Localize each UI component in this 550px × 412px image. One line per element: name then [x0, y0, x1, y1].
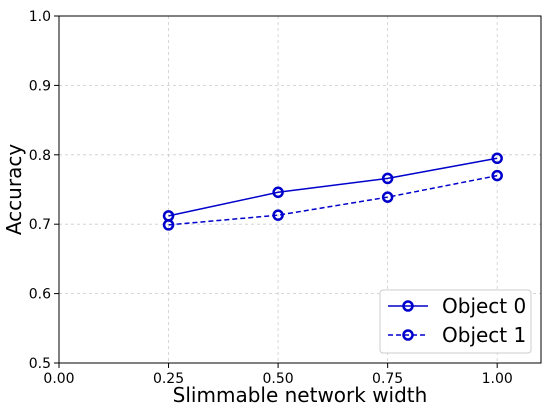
y-tick-label: 1.0	[29, 9, 51, 25]
x-tick-label: 0.50	[263, 371, 294, 387]
data-point	[381, 191, 394, 203]
x-tick-label: 0.00	[43, 371, 74, 387]
data-point	[491, 152, 503, 165]
data-point	[272, 209, 284, 221]
legend-marker	[402, 329, 414, 341]
y-tick-label: 0.6	[29, 287, 51, 303]
series-layer	[162, 152, 503, 231]
legend-marker	[402, 300, 414, 312]
x-tick-label: 1.00	[482, 371, 513, 387]
x-tick-label: 0.75	[372, 371, 403, 387]
data-point	[272, 186, 284, 199]
legend-label: Object 0	[442, 294, 526, 318]
y-tick-label: 0.9	[29, 78, 51, 94]
y-tick-label: 0.5	[29, 356, 51, 372]
data-point	[162, 219, 175, 231]
series-line-1	[168, 174, 498, 226]
y-axis-label: Accuracy	[2, 144, 26, 235]
x-tick-label: 0.25	[153, 371, 184, 387]
axis-ticks: 0.00 0.25 0.50 0.75 1.00 0.5 0.6 0.7 0.8 0.9 1.0	[29, 9, 513, 387]
x-axis-label: Slimmable network width	[173, 383, 428, 407]
y-tick-label: 0.7	[29, 217, 51, 233]
y-tick-label: 0.8	[29, 148, 51, 164]
series-line-0	[168, 157, 498, 217]
plot-frame	[58, 15, 542, 364]
data-point	[491, 169, 503, 182]
legend: Object 0 Object 1	[379, 289, 532, 354]
data-point	[381, 172, 394, 185]
legend-label: Object 1	[442, 323, 526, 347]
